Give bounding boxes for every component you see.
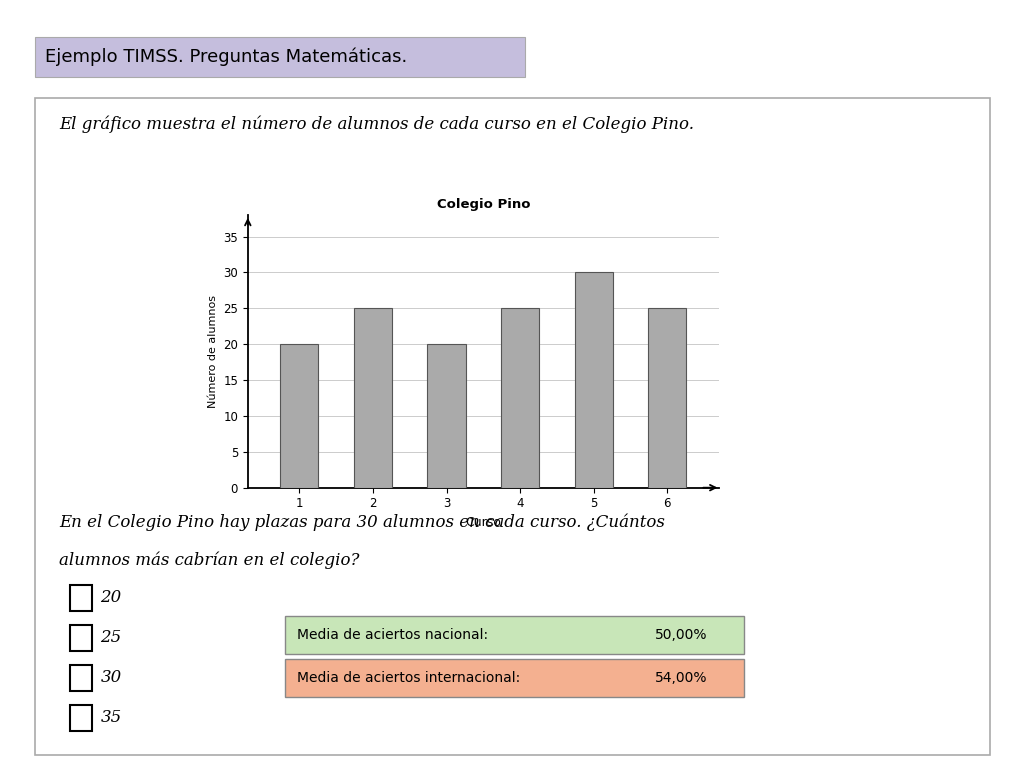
- Bar: [648, 308, 686, 488]
- Bar: [354, 308, 392, 488]
- Text: 35: 35: [100, 709, 122, 726]
- Text: 50,00%: 50,00%: [655, 628, 708, 642]
- Text: En el Colegio Pino hay plazas para 30 alumnos en cada curso. ¿Cuántos: En el Colegio Pino hay plazas para 30 al…: [59, 514, 666, 531]
- Y-axis label: Número de alumnos: Número de alumnos: [208, 295, 218, 408]
- Text: El gráfico muestra el número de alumnos de cada curso en el Colegio Pino.: El gráfico muestra el número de alumnos …: [59, 116, 694, 133]
- Text: alumnos más cabrían en el colegio?: alumnos más cabrían en el colegio?: [59, 552, 359, 569]
- Text: Ejemplo TIMSS. Preguntas Matemáticas.: Ejemplo TIMSS. Preguntas Matemáticas.: [45, 48, 408, 66]
- Text: Media de aciertos nacional:: Media de aciertos nacional:: [297, 628, 488, 642]
- Text: 30: 30: [100, 669, 122, 686]
- Bar: [427, 344, 466, 488]
- Title: Colegio Pino: Colegio Pino: [436, 198, 530, 211]
- X-axis label: Curso: Curso: [465, 516, 502, 529]
- Bar: [281, 344, 318, 488]
- Bar: [574, 273, 612, 488]
- Text: 20: 20: [100, 589, 122, 606]
- Text: 54,00%: 54,00%: [655, 671, 708, 685]
- Text: Media de aciertos internacional:: Media de aciertos internacional:: [297, 671, 520, 685]
- Bar: [501, 308, 540, 488]
- Text: 25: 25: [100, 629, 122, 646]
